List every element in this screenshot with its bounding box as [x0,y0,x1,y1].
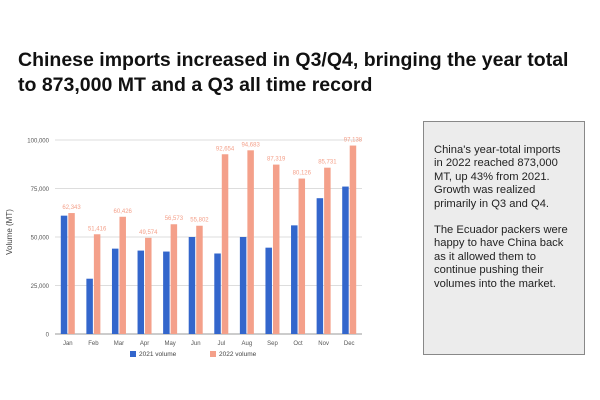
legend-label: 2022 volume [219,351,257,358]
data-label: 62,343 [62,205,81,211]
bar-2022-jan [68,213,75,334]
x-tick-label: Jun [191,341,201,347]
y-tick-label: 50,000 [31,236,50,242]
bar-2022-aug [247,150,254,334]
bar-2021-mar [111,248,119,334]
x-tick-label: Sep [267,341,278,347]
x-tick-label: Feb [88,341,99,347]
data-label: 85,731 [318,160,337,166]
bar-2022-dec [349,145,357,334]
bar-2022-sep [272,164,280,334]
data-label: 80,126 [293,171,312,177]
bar-2021-oct [291,225,298,334]
data-label: 97,138 [344,138,363,144]
volume-bar-chart: 0 25,000 50,000 75,000 100,000 Volume (MT) 6… [5,138,363,358]
data-label: 60,426 [114,209,133,215]
slide-title: Chinese imports increased in Q3/Q4, brin… [18,49,569,96]
y-tick-label: 0 [46,333,50,339]
bar-2021-sep [265,247,272,334]
bar-2022-feb [93,234,101,334]
bar-2021-apr [137,250,145,334]
legend-swatch [130,351,136,357]
y-axis-ticks: 0 25,000 50,000 75,000 100,000 [27,139,49,339]
x-tick-label: Jul [217,341,225,347]
bar-2022-nov [324,167,331,334]
bar-2021-may [163,251,170,334]
data-label: 92,654 [216,146,235,152]
data-label: 94,683 [241,142,260,148]
bar-2022-apr [145,237,152,334]
data-label: 55,802 [190,218,209,224]
commentary-box: China's year-total imports in 2022 reach… [423,121,585,355]
x-tick-label: Oct [293,341,303,347]
commentary-paragraph-1: China's year-total imports in 2022 reach… [434,144,561,210]
x-tick-label: Aug [242,341,253,347]
legend-label: 2021 volume [139,351,177,358]
bar-2022-jul [221,154,229,334]
bar-2022-jun [196,225,203,334]
gridlines [55,139,362,335]
data-labels: 62,343 51,416 60,426 49,574 56,573 55,802 92,6… [62,138,362,236]
y-tick-label: 25,000 [31,284,50,290]
x-tick-label: Mar [114,341,124,347]
x-tick-label: Jan [63,341,73,347]
data-label: 51,416 [88,226,107,232]
legend-swatch [210,351,216,357]
y-tick-label: 100,000 [27,139,49,145]
bar-2021-nov [316,198,324,334]
bars [60,145,357,334]
bar-2021-jan [60,215,68,334]
data-label: 49,574 [139,230,158,236]
x-axis-ticks: Jan Feb Mar Apr May Jun Jul Aug Sep Oct Nov Dec [63,341,355,347]
x-tick-label: May [164,341,175,347]
bar-2021-jul [214,253,221,334]
bar-2021-dec [342,186,349,334]
bar-2021-jun [188,237,196,334]
y-tick-label: 75,000 [31,187,50,193]
bar-2021-aug [239,237,247,334]
y-axis-label: Volume (MT) [5,209,14,255]
bar-2022-mar [119,216,126,334]
data-label: 56,573 [165,216,184,222]
x-tick-label: Nov [318,341,329,347]
legend: 2021 volume 2022 volume [130,351,257,358]
x-tick-label: Apr [140,341,149,347]
commentary-paragraph-2: The Ecuador packers were happy to have C… [434,224,568,290]
bar-2021-feb [86,278,93,334]
bar-2022-may [170,224,178,334]
bar-2022-oct [298,178,306,334]
data-label: 87,319 [267,157,286,163]
x-tick-label: Dec [344,341,355,347]
